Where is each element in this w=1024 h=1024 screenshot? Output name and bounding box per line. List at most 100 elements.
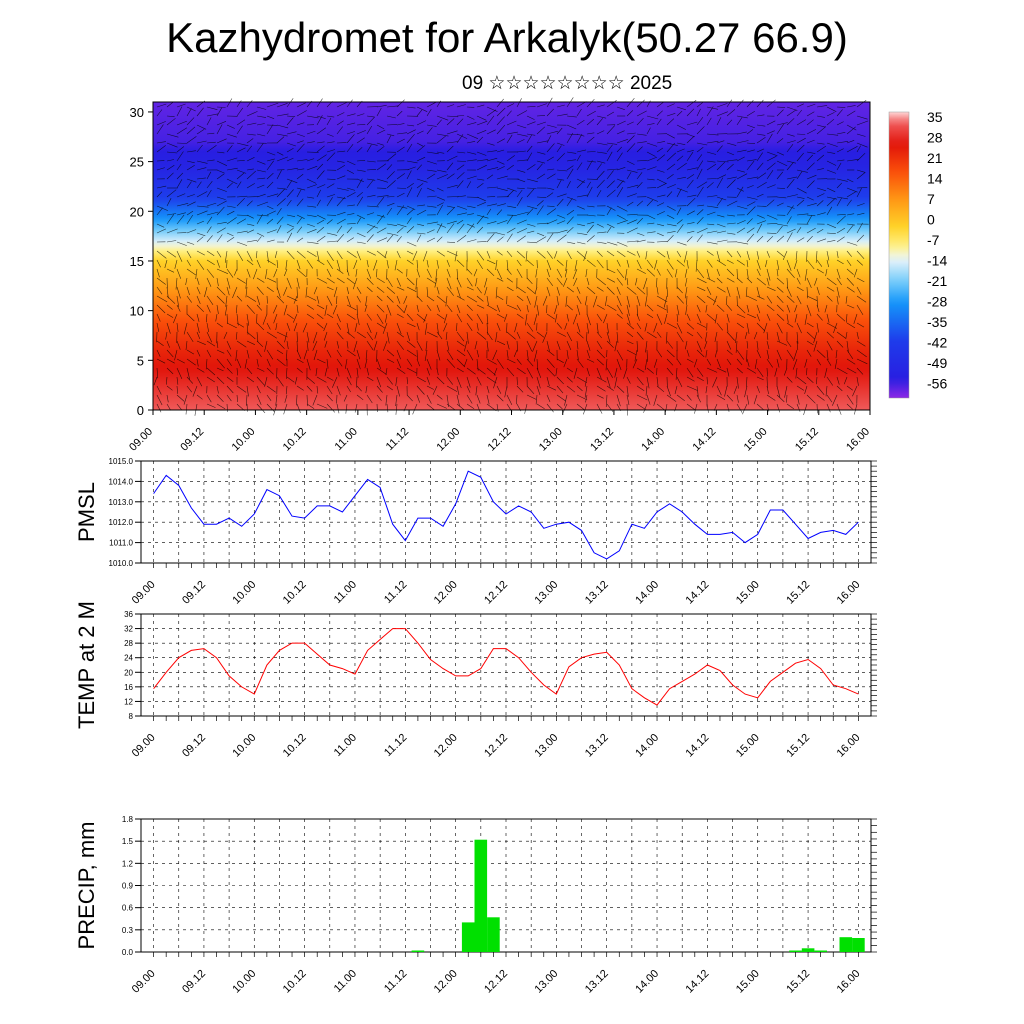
x-tick-label: 15.12 xyxy=(793,426,821,454)
bar xyxy=(852,938,865,952)
x-tick-label: 16.00 xyxy=(835,732,863,760)
colorbar-label: -49 xyxy=(927,355,947,371)
y-tick-label: 0.0 xyxy=(122,948,134,957)
colorbar-label: 28 xyxy=(927,130,943,146)
colorbar xyxy=(888,111,910,399)
gridlines xyxy=(141,613,871,717)
y-tick-label: 30 xyxy=(130,105,144,120)
x-tick-label: 12.12 xyxy=(482,732,510,760)
y-axis-label: TEMP at 2 M xyxy=(74,601,99,729)
x-tick-label: 13.12 xyxy=(583,579,611,607)
x-tick-label: 09.12 xyxy=(180,732,208,760)
x-tick-label: 12.12 xyxy=(482,579,510,607)
y-tick-label: 1.2 xyxy=(122,859,134,868)
bar xyxy=(789,950,802,952)
y-tick-label: 20 xyxy=(124,668,133,677)
x-tick-label: 12.00 xyxy=(432,968,460,996)
x-tick-label: 13.12 xyxy=(583,732,611,760)
x-tick-label: 14.00 xyxy=(633,579,661,607)
bar xyxy=(801,948,815,952)
x-tick-label: 10.00 xyxy=(230,579,258,607)
x-tick-label: 10.12 xyxy=(281,426,309,454)
x-tick-label: 09.00 xyxy=(130,579,158,607)
y-tick-label: 0.3 xyxy=(122,926,134,935)
x-tick-label: 13.00 xyxy=(533,968,561,996)
colorbar-label: -14 xyxy=(927,253,947,269)
gridlines xyxy=(141,460,871,564)
y-tick-label: 8 xyxy=(129,712,134,721)
x-tick-label: 12.00 xyxy=(432,579,460,607)
x-tick-label: 16.00 xyxy=(844,426,872,454)
y-tick-label: 1013.0 xyxy=(109,498,134,507)
x-tick-label: 11.00 xyxy=(332,968,359,995)
y-tick-label: 10 xyxy=(130,304,144,319)
x-tick-label: 14.12 xyxy=(684,968,712,996)
x-tick-label: 09.12 xyxy=(180,579,208,607)
y-tick-label: 15 xyxy=(130,254,144,269)
x-tick-label: 13.12 xyxy=(588,426,616,454)
y-tick-label: 25 xyxy=(130,155,144,170)
x-tick-label: 14.12 xyxy=(691,426,719,454)
x-tick-label: 14.12 xyxy=(684,732,712,760)
chart-subtitle: 09 ☆☆☆☆☆☆☆☆ 2025 xyxy=(462,73,673,94)
x-tick-label: 15.00 xyxy=(742,426,770,454)
x-tick-label: 15.00 xyxy=(734,732,762,760)
series-line xyxy=(153,628,859,706)
y-tick-label: 36 xyxy=(124,610,133,619)
y-axis-label: PRECIP, mm xyxy=(74,822,99,950)
colorbar-label: 7 xyxy=(927,191,935,207)
x-tick-label: 09.12 xyxy=(178,426,206,454)
y-tick-label: 0.9 xyxy=(122,882,134,891)
x-tick-label: 15.00 xyxy=(734,579,762,607)
colorbar-label: -35 xyxy=(927,314,947,330)
y-tick-label: 1011.0 xyxy=(109,539,133,548)
y-tick-label: 1015.0 xyxy=(109,457,134,466)
x-tick-label: 10.12 xyxy=(281,968,309,996)
bar xyxy=(814,950,827,952)
series-line xyxy=(153,470,859,560)
x-tick-label: 11.12 xyxy=(382,968,409,995)
y-tick-label: 20 xyxy=(130,204,144,219)
colorbar-label: 35 xyxy=(927,109,943,125)
bar xyxy=(461,922,475,952)
x-tick-label: 14.00 xyxy=(633,968,661,996)
x-tick-label: 12.12 xyxy=(482,968,510,996)
y-tick-label: 1010.0 xyxy=(109,559,134,568)
y-tick-label: 1.8 xyxy=(122,815,134,824)
x-tick-label: 15.00 xyxy=(734,968,762,996)
bar xyxy=(411,950,425,952)
x-tick-label: 11.12 xyxy=(382,579,409,606)
colorbar-label: -28 xyxy=(927,294,947,310)
panel-3: 1.8 1.5 1.2 0.9 0.6 0.3 0.0 09.00 09.12 10.00 10.1… xyxy=(74,815,877,996)
x-tick-label: 14.12 xyxy=(684,579,712,607)
x-tick-label: 09.00 xyxy=(130,732,158,760)
y-tick-label: 28 xyxy=(124,639,133,648)
y-tick-label: 32 xyxy=(124,625,133,634)
x-tick-label: 15.12 xyxy=(784,732,812,760)
x-tick-label: 09.00 xyxy=(127,426,155,454)
x-tick-label: 10.00 xyxy=(230,732,258,760)
x-tick-label: 13.00 xyxy=(537,426,565,454)
y-tick-label: 5 xyxy=(137,353,144,368)
x-tick-label: 10.00 xyxy=(230,426,258,454)
x-tick-label: 10.12 xyxy=(281,732,309,760)
colorbar-label: -21 xyxy=(927,273,947,289)
gridlines xyxy=(141,818,871,953)
y-tick-label: 1.5 xyxy=(122,837,134,846)
x-tick-label: 11.00 xyxy=(332,732,359,759)
x-tick-label: 14.00 xyxy=(639,426,667,454)
y-tick-label: 16 xyxy=(124,683,133,692)
x-tick-label: 10.00 xyxy=(230,968,258,996)
y-tick-label: 0 xyxy=(137,403,144,418)
x-tick-label: 13.12 xyxy=(583,968,611,996)
x-tick-label: 11.12 xyxy=(384,426,411,453)
x-tick-label: 13.00 xyxy=(533,579,561,607)
colorbar-label: 21 xyxy=(927,150,943,166)
y-tick-label: 1014.0 xyxy=(109,477,134,486)
x-tick-label: 16.00 xyxy=(835,579,863,607)
colorbar-label: -56 xyxy=(927,376,947,392)
x-tick-label: 12.12 xyxy=(486,426,514,454)
x-tick-label: 09.12 xyxy=(180,968,208,996)
chart-title: Kazhydromet for Arkalyk(50.27 66.9) xyxy=(166,14,848,61)
x-tick-label: 11.12 xyxy=(382,732,409,759)
